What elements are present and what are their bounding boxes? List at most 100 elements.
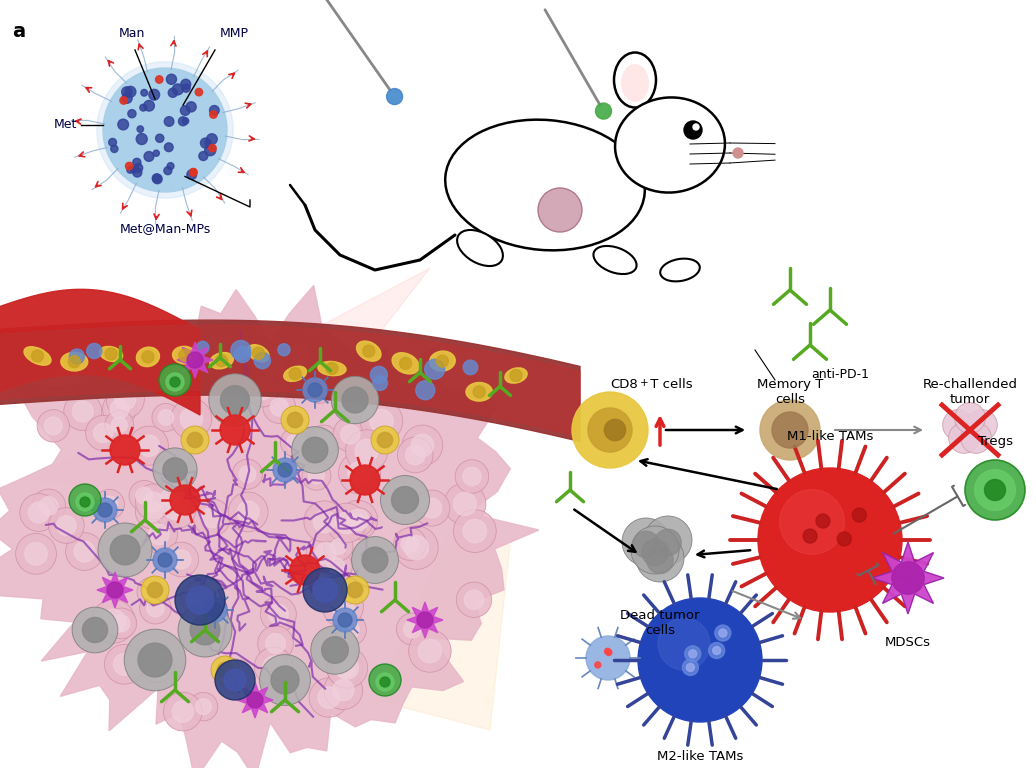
Circle shape bbox=[183, 349, 214, 380]
Circle shape bbox=[126, 167, 134, 174]
Circle shape bbox=[140, 516, 177, 553]
Circle shape bbox=[153, 486, 197, 529]
Circle shape bbox=[110, 535, 140, 564]
Polygon shape bbox=[97, 572, 133, 608]
Circle shape bbox=[136, 494, 170, 529]
Circle shape bbox=[336, 512, 357, 534]
Circle shape bbox=[622, 518, 670, 566]
Circle shape bbox=[161, 488, 178, 506]
Circle shape bbox=[224, 669, 246, 691]
Circle shape bbox=[333, 608, 357, 632]
Circle shape bbox=[93, 423, 113, 442]
Circle shape bbox=[73, 607, 118, 653]
Circle shape bbox=[338, 613, 352, 627]
Circle shape bbox=[106, 608, 137, 639]
Circle shape bbox=[260, 654, 311, 706]
Circle shape bbox=[709, 643, 725, 658]
Circle shape bbox=[188, 352, 203, 368]
Circle shape bbox=[175, 575, 225, 625]
Circle shape bbox=[28, 502, 49, 523]
Polygon shape bbox=[0, 325, 580, 436]
Circle shape bbox=[107, 380, 144, 419]
Circle shape bbox=[633, 531, 659, 558]
Circle shape bbox=[209, 374, 261, 426]
Circle shape bbox=[377, 432, 393, 448]
Circle shape bbox=[386, 88, 403, 104]
Circle shape bbox=[339, 500, 378, 540]
Circle shape bbox=[37, 409, 69, 442]
Circle shape bbox=[239, 466, 256, 482]
Circle shape bbox=[202, 507, 223, 528]
Circle shape bbox=[338, 362, 380, 406]
Circle shape bbox=[164, 542, 199, 577]
Circle shape bbox=[209, 144, 217, 152]
Circle shape bbox=[125, 86, 136, 98]
Polygon shape bbox=[407, 602, 443, 638]
Circle shape bbox=[408, 630, 451, 672]
Circle shape bbox=[263, 348, 283, 369]
Circle shape bbox=[772, 412, 808, 448]
Circle shape bbox=[420, 381, 437, 399]
Circle shape bbox=[689, 650, 697, 658]
Circle shape bbox=[69, 349, 84, 364]
Circle shape bbox=[454, 492, 477, 515]
Circle shape bbox=[153, 150, 160, 157]
Circle shape bbox=[180, 106, 190, 115]
Circle shape bbox=[144, 584, 160, 600]
Circle shape bbox=[631, 526, 679, 574]
Circle shape bbox=[159, 553, 172, 567]
Circle shape bbox=[411, 434, 434, 456]
Circle shape bbox=[419, 639, 441, 663]
Circle shape bbox=[425, 359, 444, 379]
Polygon shape bbox=[237, 682, 274, 718]
Polygon shape bbox=[177, 342, 213, 378]
Circle shape bbox=[333, 680, 354, 700]
Circle shape bbox=[693, 124, 699, 130]
Circle shape bbox=[332, 376, 379, 424]
Circle shape bbox=[105, 348, 117, 360]
Circle shape bbox=[164, 692, 202, 731]
Circle shape bbox=[205, 140, 211, 146]
Polygon shape bbox=[872, 542, 944, 614]
Circle shape bbox=[215, 355, 228, 366]
Circle shape bbox=[803, 529, 817, 543]
Circle shape bbox=[75, 541, 95, 562]
Circle shape bbox=[308, 383, 322, 397]
Circle shape bbox=[538, 188, 582, 232]
Circle shape bbox=[164, 336, 199, 372]
Circle shape bbox=[203, 598, 227, 622]
Circle shape bbox=[464, 590, 484, 610]
Circle shape bbox=[147, 656, 167, 674]
Circle shape bbox=[136, 487, 152, 504]
Circle shape bbox=[140, 592, 171, 624]
Circle shape bbox=[57, 515, 76, 535]
Circle shape bbox=[380, 475, 430, 525]
Circle shape bbox=[943, 409, 974, 440]
Circle shape bbox=[853, 508, 866, 522]
Circle shape bbox=[127, 110, 136, 118]
Circle shape bbox=[111, 417, 127, 433]
Circle shape bbox=[168, 88, 177, 98]
Circle shape bbox=[219, 659, 253, 693]
Circle shape bbox=[178, 603, 232, 657]
Circle shape bbox=[247, 375, 279, 407]
Circle shape bbox=[322, 637, 348, 664]
Circle shape bbox=[287, 412, 303, 428]
Text: CD8: CD8 bbox=[610, 378, 638, 391]
Circle shape bbox=[180, 79, 191, 89]
Circle shape bbox=[172, 701, 194, 722]
Circle shape bbox=[98, 523, 152, 577]
Circle shape bbox=[397, 613, 428, 645]
Circle shape bbox=[113, 654, 136, 675]
Circle shape bbox=[200, 138, 210, 148]
Circle shape bbox=[179, 349, 191, 361]
Circle shape bbox=[687, 664, 694, 671]
Circle shape bbox=[188, 432, 203, 448]
Circle shape bbox=[32, 489, 65, 523]
Circle shape bbox=[152, 403, 180, 432]
Circle shape bbox=[234, 341, 257, 364]
Circle shape bbox=[159, 364, 191, 396]
Circle shape bbox=[218, 662, 233, 677]
Circle shape bbox=[339, 452, 380, 494]
Circle shape bbox=[326, 650, 363, 687]
